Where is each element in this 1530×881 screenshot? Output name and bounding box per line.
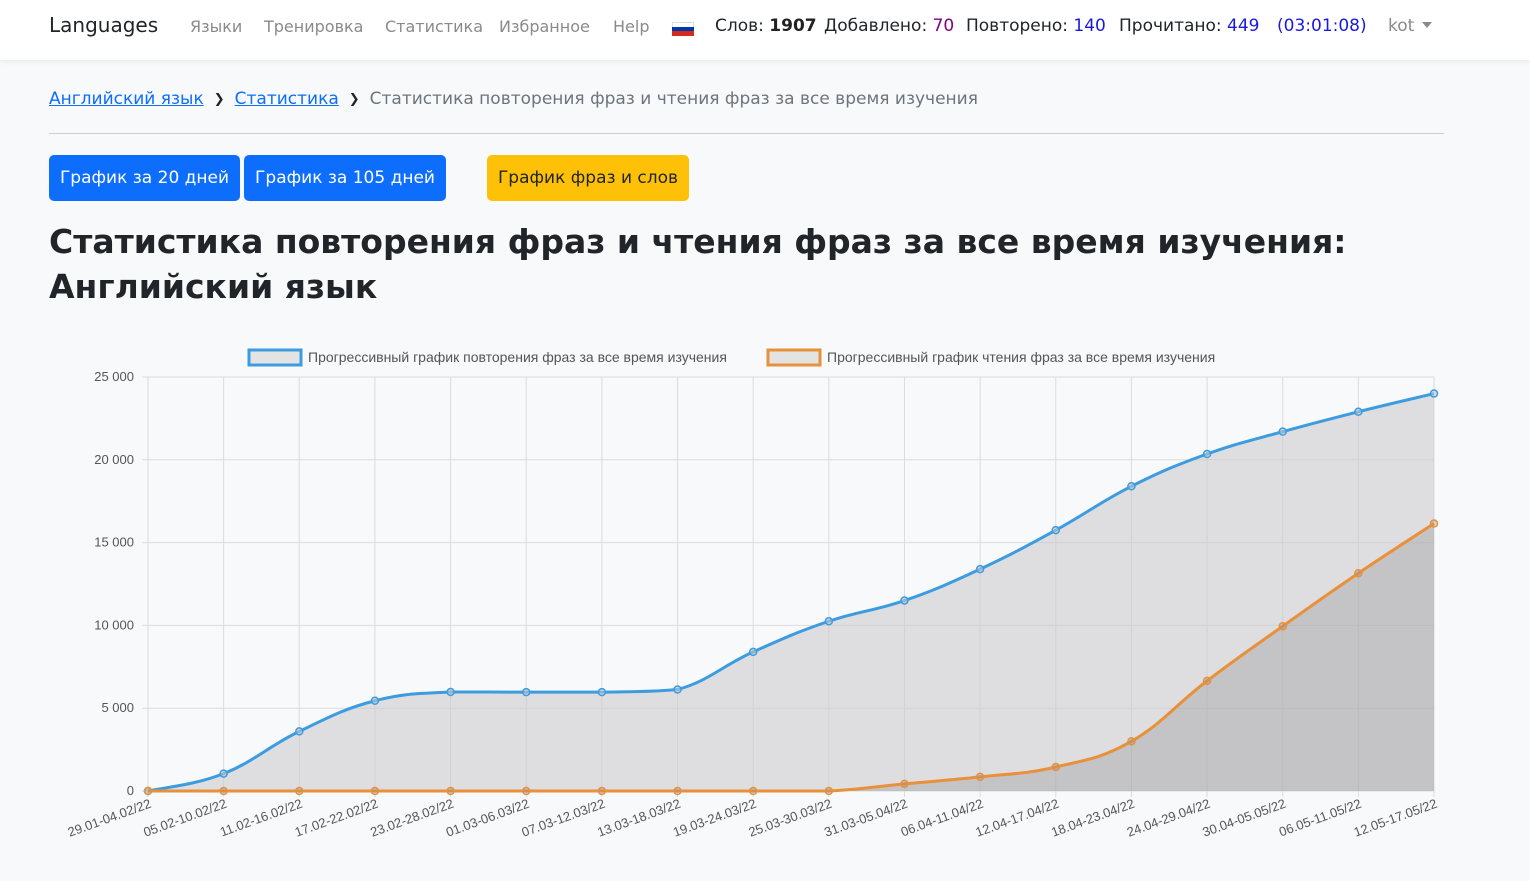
nav-link-statistics[interactable]: Статистика [385,17,483,36]
session-timer: (03:01:08) [1277,16,1367,36]
x-tick-label: 24.04-29.04/22 [1125,796,1212,840]
page-title: Статистика повторения фраз и чтения фраз… [49,222,1347,306]
breadcrumb-item-language[interactable]: Английский язык [49,89,204,109]
data-point [1429,519,1439,528]
x-tick-label: 31.03-05.04/22 [822,796,909,840]
data-point [143,786,153,796]
x-tick-label: 12.05-17.05/22 [1352,796,1439,840]
y-tick-label: 10 000 [94,617,134,632]
legend-label: Прогрессивный график чтения фраз за все … [827,349,1215,365]
x-tick-label: 29.01-04.02/22 [66,796,153,840]
x-tick-label: 23.02-28.02/22 [368,796,455,840]
data-point [1202,449,1212,459]
data-point [1127,482,1136,491]
legend-swatch [247,348,303,367]
series-area [148,523,1434,791]
x-tick-label: 01.03-06.03/22 [444,796,531,840]
y-tick-label: 0 [127,783,134,798]
chart-105-days-button[interactable]: График за 105 дней [244,155,446,201]
data-point [597,786,607,796]
data-point [824,617,834,626]
nav-link-help[interactable]: Help [613,17,650,36]
x-tick-label: 06.04-11.04/22 [899,796,985,840]
data-point [446,786,455,796]
navbar: Languages Языки Тренировка Статистика Из… [0,0,1530,60]
x-tick-label: 13.03-18.03/22 [595,796,682,840]
user-menu[interactable]: kot [1388,16,1433,36]
nav-link-training[interactable]: Тренировка [264,17,364,36]
data-point [1051,762,1061,772]
breadcrumb-current: Статистика повторения фраз и чтения фраз… [369,89,978,109]
x-tick-label: 17.02-22.02/22 [293,796,380,840]
data-point [748,786,758,796]
read-count: Прочитано: 449 [1119,16,1260,36]
data-point [824,786,834,796]
data-point [1278,621,1287,631]
y-tick-label: 25 000 [94,369,134,384]
x-tick-label: 11.02-16.02/22 [218,796,304,840]
chevron-right-icon: ❯ [348,92,360,107]
data-point [1354,568,1363,578]
data-point [975,564,985,574]
x-tick-label: 18.04-23.04/22 [1049,796,1136,840]
divider [49,133,1444,134]
russian-flag-icon[interactable] [672,22,694,36]
x-tick-label: 12.04-17.04/22 [973,796,1060,840]
y-tick-label: 15 000 [94,535,134,550]
added-count: Добавлено: 70 [824,16,955,36]
y-tick-label: 5 000 [101,700,134,715]
data-point [295,786,304,796]
data-point [521,687,531,697]
data-point [1202,676,1212,686]
data-point [975,772,985,782]
data-point [900,779,909,789]
x-tick-label: 25.03-30.03/22 [747,796,834,840]
chevron-right-icon: ❯ [213,92,225,107]
nav-link-favorites[interactable]: Избранное [499,17,590,36]
words-count: Слов: 1907 [715,16,817,36]
chevron-down-icon [1422,22,1433,28]
brand-link[interactable]: Languages [49,13,159,37]
data-point [219,786,228,796]
data-point [748,647,758,657]
data-point [295,727,304,736]
x-tick-label: 05.02-10.02/22 [141,796,228,840]
data-point [1354,407,1363,417]
nav-link-languages[interactable]: Языки [190,17,243,36]
series-line [148,522,1435,793]
phrases-words-chart-button[interactable]: График фраз и слов [487,155,689,201]
x-tick-label: 06.05-11.05/22 [1277,796,1363,840]
data-point [521,786,531,796]
data-point [1429,389,1439,398]
x-tick-label: 07.03-12.03/22 [520,796,607,840]
data-point [1127,737,1136,746]
data-point [370,786,380,796]
data-point [673,685,682,694]
x-tick-label: 19.03-24.03/22 [671,796,758,840]
repeated-count: Повторено: 140 [966,16,1106,36]
user-name: kot [1388,16,1415,36]
y-tick-label: 20 000 [94,452,134,467]
legend-swatch [766,348,822,367]
legend-label: Прогрессивный график повторения фраз за … [308,349,727,365]
breadcrumb: Английский язык ❯ Статистика ❯ Статистика по… [49,89,978,109]
data-point [370,696,380,705]
progress-line-chart: 0 5 000 10 000 15 000 20 000 25 000 29.01-04.0… [66,348,1439,840]
chart-20-days-button[interactable]: График за 20 дней [49,155,240,201]
data-point [597,687,607,697]
data-point [900,596,909,605]
data-point [219,769,228,778]
x-tick-label: 30.04-05.05/22 [1200,796,1287,840]
data-point [446,687,455,697]
breadcrumb-item-statistics[interactable]: Статистика [234,89,339,109]
data-point [1278,427,1287,436]
data-point [673,786,682,796]
series-area [148,393,1434,791]
data-point [1051,525,1061,535]
